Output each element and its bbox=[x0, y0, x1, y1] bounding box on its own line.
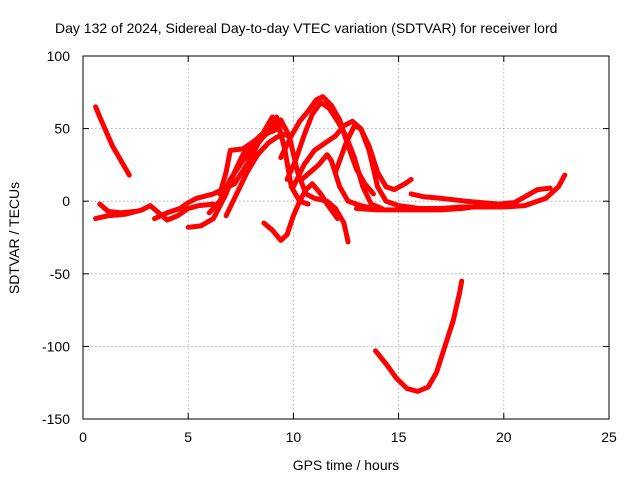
series-arc-16 bbox=[408, 191, 515, 207]
chart-title: Day 132 of 2024, Sidereal Day-to-day VTE… bbox=[55, 20, 557, 36]
plot-frame bbox=[82, 55, 610, 420]
x-tick-label: 5 bbox=[184, 429, 192, 445]
x-axis-title: GPS time / hours bbox=[293, 457, 400, 473]
grid bbox=[83, 56, 609, 419]
x-tick-label: 0 bbox=[79, 429, 87, 445]
y-tick-label: -50 bbox=[50, 266, 70, 282]
y-tick-label: -100 bbox=[42, 338, 70, 354]
series-arc-13 bbox=[299, 152, 376, 211]
y-axis-title: SDTVAR / TECUs bbox=[6, 182, 22, 294]
x-tick-label: 10 bbox=[286, 429, 302, 445]
series-arc-1 bbox=[93, 104, 132, 178]
series-group bbox=[93, 94, 568, 394]
y-tick-labels: -150 -100 -50 0 50 100 bbox=[42, 48, 70, 427]
y-tick-label: 0 bbox=[62, 193, 70, 209]
x-tick-label: 20 bbox=[496, 429, 512, 445]
x-tick-label: 15 bbox=[391, 429, 407, 445]
y-tick-label: -150 bbox=[42, 411, 70, 427]
series-arc-9 bbox=[261, 181, 341, 243]
y-tick-label: 100 bbox=[47, 48, 71, 64]
x-tick-label: 25 bbox=[601, 429, 617, 445]
series-arc-17 bbox=[373, 278, 465, 394]
series-arc-8 bbox=[223, 131, 292, 219]
y-tick-label: 50 bbox=[54, 121, 70, 137]
x-tick-labels: 0 5 10 15 20 25 bbox=[79, 429, 617, 445]
series-arc-15 bbox=[354, 185, 553, 213]
series-arc-7 bbox=[217, 114, 311, 207]
series-arc-11 bbox=[284, 100, 385, 211]
axis-ticks bbox=[82, 55, 610, 420]
series-arc-3 bbox=[97, 201, 139, 216]
